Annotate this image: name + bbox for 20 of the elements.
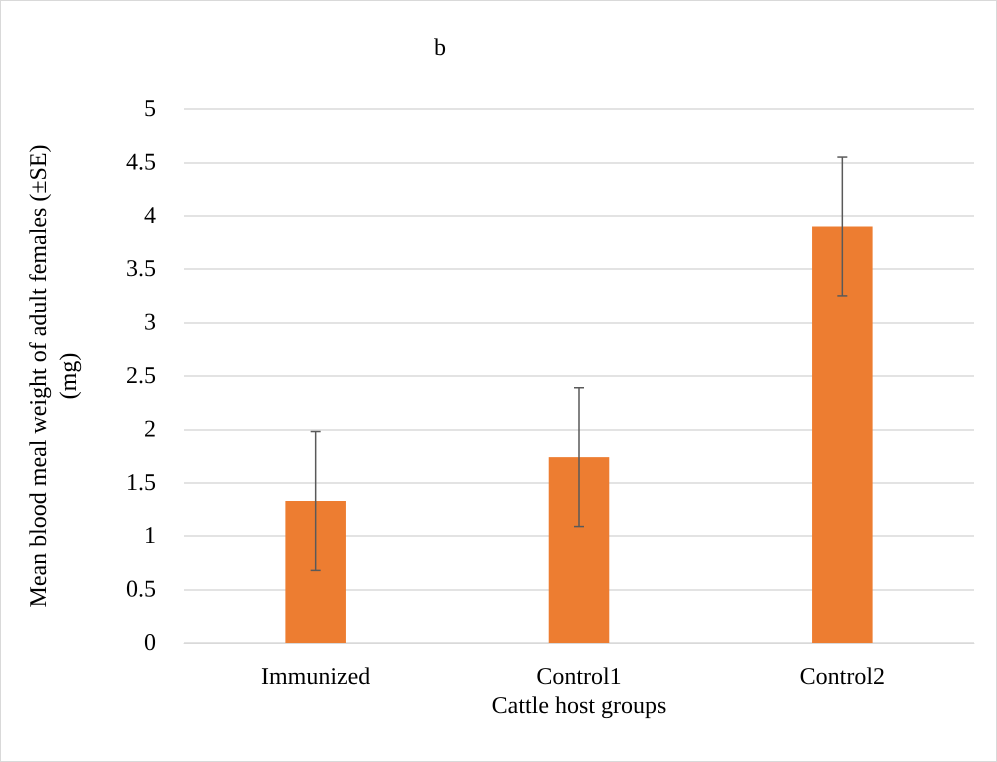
y-tick-label: 1.5 <box>126 470 156 496</box>
y-tick-label: 5 <box>144 96 156 122</box>
y-tick-label: 3 <box>144 310 156 336</box>
y-tick-label: 4 <box>144 202 156 229</box>
y-tick-label: 0.5 <box>126 576 156 603</box>
bar <box>285 500 346 643</box>
y-tick-label: 4.5 <box>126 149 156 176</box>
x-axis-title: Cattle host groups <box>492 692 666 719</box>
chart-title: b <box>434 35 446 61</box>
y-tick-label: 3.5 <box>126 256 156 282</box>
x-tick-label: Control2 <box>800 664 886 690</box>
bar <box>548 457 610 643</box>
bar <box>812 226 873 643</box>
y-axis-title: Mean blood meal weight of adult females (±SE) (mg) <box>26 144 82 608</box>
y-tick-label: 0 <box>144 630 156 656</box>
x-tick-label: Control1 <box>536 664 622 690</box>
y-tick-label: 2 <box>144 416 156 442</box>
y-tick-label: 1 <box>144 523 156 550</box>
x-tick-label: Immunized <box>261 664 370 690</box>
y-tick-label: 2.5 <box>126 363 156 389</box>
